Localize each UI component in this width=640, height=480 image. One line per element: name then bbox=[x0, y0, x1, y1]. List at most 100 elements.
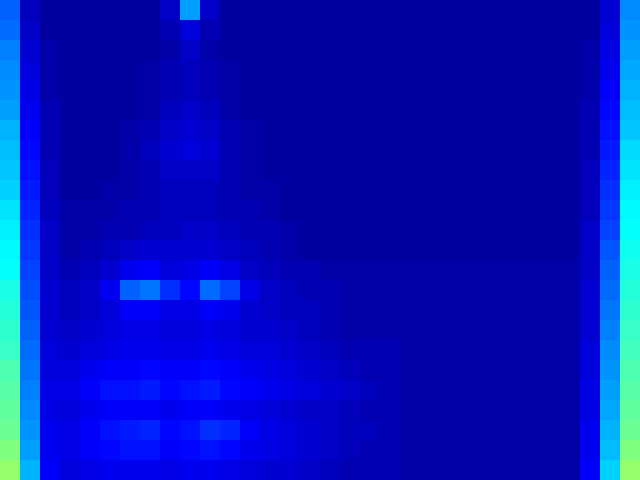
heatmap-cell bbox=[580, 320, 601, 341]
heatmap-cell bbox=[0, 160, 21, 181]
heatmap-cell bbox=[560, 340, 581, 361]
heatmap-cell bbox=[120, 420, 141, 441]
heatmap-cell bbox=[20, 320, 41, 341]
heatmap-cell bbox=[220, 100, 241, 121]
heatmap-cell bbox=[460, 120, 481, 141]
heatmap-cell bbox=[560, 40, 581, 61]
heatmap-cell bbox=[460, 460, 481, 480]
heatmap-cell bbox=[360, 200, 381, 221]
heatmap-cell bbox=[160, 20, 181, 41]
heatmap-cell bbox=[420, 220, 441, 241]
heatmap-cell bbox=[260, 20, 281, 41]
heatmap-cell bbox=[580, 380, 601, 401]
heatmap-cell bbox=[160, 80, 181, 101]
heatmap-cell bbox=[0, 60, 21, 81]
heatmap-cell bbox=[0, 420, 21, 441]
heatmap-cell bbox=[380, 60, 401, 81]
heatmap-cell bbox=[180, 360, 201, 381]
heatmap-cell bbox=[480, 340, 501, 361]
heatmap-cell bbox=[280, 0, 301, 21]
heatmap-cell bbox=[520, 420, 541, 441]
heatmap-cell bbox=[360, 120, 381, 141]
heatmap-cell bbox=[40, 380, 61, 401]
heatmap-cell bbox=[540, 320, 561, 341]
heatmap-cell bbox=[460, 20, 481, 41]
heatmap-cell bbox=[200, 160, 221, 181]
heatmap-cell bbox=[280, 440, 301, 461]
heatmap-cell bbox=[40, 220, 61, 241]
heatmap-cell bbox=[220, 280, 241, 301]
heatmap-cell bbox=[600, 60, 621, 81]
heatmap-cell bbox=[460, 240, 481, 261]
heatmap-cell bbox=[0, 200, 21, 221]
heatmap-cell bbox=[120, 360, 141, 381]
heatmap-cell bbox=[360, 400, 381, 421]
heatmap-cell bbox=[540, 60, 561, 81]
heatmap-cell bbox=[500, 0, 521, 21]
heatmap-cell bbox=[600, 220, 621, 241]
heatmap-row bbox=[0, 280, 640, 301]
heatmap-cell bbox=[80, 220, 101, 241]
heatmap-cell bbox=[580, 420, 601, 441]
heatmap-cell bbox=[240, 440, 261, 461]
heatmap-cell bbox=[280, 100, 301, 121]
heatmap-cell bbox=[400, 120, 421, 141]
heatmap-cell bbox=[260, 340, 281, 361]
heatmap-cell bbox=[260, 460, 281, 480]
heatmap-cell bbox=[460, 100, 481, 121]
heatmap-cell bbox=[360, 20, 381, 41]
heatmap-cell bbox=[140, 60, 161, 81]
heatmap-cell bbox=[60, 100, 81, 121]
heatmap-cell bbox=[0, 220, 21, 241]
heatmap-cell bbox=[580, 180, 601, 201]
heatmap-cell bbox=[140, 40, 161, 61]
heatmap-cell bbox=[80, 200, 101, 221]
heatmap-cell bbox=[560, 320, 581, 341]
heatmap-cell bbox=[380, 0, 401, 21]
heatmap-cell bbox=[360, 80, 381, 101]
heatmap-cell bbox=[480, 160, 501, 181]
heatmap-cell bbox=[320, 360, 341, 381]
heatmap-cell bbox=[260, 0, 281, 21]
heatmap-cell bbox=[0, 80, 21, 101]
heatmap-cell bbox=[140, 0, 161, 21]
heatmap-cell bbox=[20, 80, 41, 101]
heatmap-cell bbox=[560, 420, 581, 441]
heatmap-cell bbox=[80, 20, 101, 41]
heatmap-cell bbox=[80, 0, 101, 21]
heatmap-cell bbox=[20, 40, 41, 61]
heatmap-cell bbox=[400, 320, 421, 341]
heatmap-cell bbox=[100, 140, 121, 161]
heatmap-cell bbox=[180, 320, 201, 341]
heatmap-cell bbox=[400, 20, 421, 41]
heatmap-cell bbox=[280, 80, 301, 101]
heatmap-cell bbox=[600, 40, 621, 61]
heatmap-cell bbox=[240, 40, 261, 61]
heatmap-cell bbox=[380, 180, 401, 201]
heatmap-cell bbox=[580, 220, 601, 241]
heatmap-cell bbox=[100, 300, 121, 321]
heatmap-cell bbox=[320, 420, 341, 441]
heatmap-cell bbox=[200, 40, 221, 61]
heatmap-cell bbox=[280, 60, 301, 81]
heatmap-cell bbox=[200, 260, 221, 281]
heatmap-cell bbox=[160, 200, 181, 221]
heatmap-cell bbox=[180, 80, 201, 101]
heatmap-cell bbox=[40, 400, 61, 421]
heatmap-cell bbox=[480, 40, 501, 61]
heatmap-cell bbox=[560, 400, 581, 421]
heatmap-cell bbox=[240, 460, 261, 480]
heatmap-cell bbox=[380, 440, 401, 461]
heatmap-cell bbox=[300, 420, 321, 441]
heatmap-cell bbox=[200, 360, 221, 381]
heatmap-cell bbox=[580, 300, 601, 321]
heatmap-cell bbox=[380, 400, 401, 421]
heatmap-cell bbox=[580, 120, 601, 141]
heatmap-cell bbox=[140, 460, 161, 480]
heatmap-cell bbox=[540, 360, 561, 381]
heatmap-cell bbox=[380, 340, 401, 361]
heatmap-cell bbox=[260, 60, 281, 81]
heatmap-cell bbox=[60, 200, 81, 221]
heatmap-cell bbox=[200, 380, 221, 401]
heatmap-cell bbox=[200, 100, 221, 121]
